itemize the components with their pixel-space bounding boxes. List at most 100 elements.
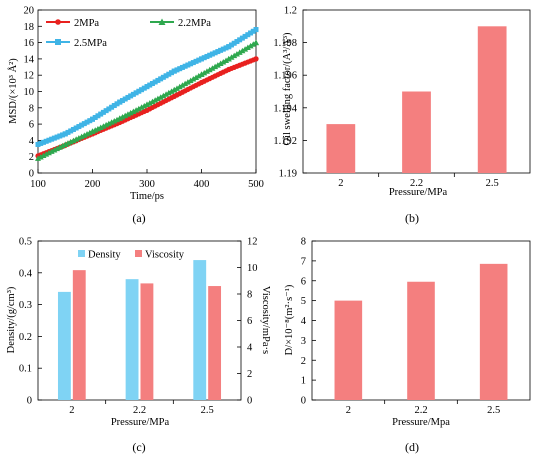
data-point-2.5MPa (174, 67, 180, 73)
bar-c-Viscosity-2 (72, 270, 86, 400)
x-tick-label-a: 200 (85, 179, 101, 190)
data-point-2.5MPa (207, 52, 213, 58)
data-point-2.5MPa (190, 60, 196, 66)
x-axis-label-b: Pressure/MPa (389, 187, 448, 198)
legend-marker-2.2MPa (158, 18, 166, 25)
data-point-2.2MPa (43, 151, 50, 157)
panel-label-b: (b) (405, 211, 419, 225)
y-tick-label-c: 0.4 (19, 268, 33, 279)
x-tick-label-d: 2.5 (487, 405, 500, 416)
y-tick-label-a: 10 (24, 87, 35, 98)
data-point-2.2MPa (250, 41, 257, 47)
data-point-2.2MPa (133, 107, 140, 113)
y-axis-label-c: Density/(g/cm³) (6, 286, 17, 353)
bar-d-2.2 (407, 281, 435, 400)
data-point-2.2MPa (214, 62, 221, 68)
y2-tick-label-c: 8 (247, 290, 252, 301)
y-axis-label-d: D/×10⁻⁸(m²·s⁻¹) (284, 284, 295, 355)
x-tick-label-a: 100 (30, 179, 46, 190)
data-point-2.5MPa (188, 61, 194, 67)
data-point-2.5MPa (133, 90, 139, 96)
y2-tick-label-c: 4 (247, 343, 253, 354)
data-point-2.5MPa (111, 103, 117, 109)
chart-panel-d: D/×10⁻⁸(m²·s⁻¹) Pressure/Mpa (d) 0 1 2 3 4 5 6… (284, 237, 531, 454)
data-point-2.5MPa (139, 87, 145, 93)
data-point-2.2MPa (124, 111, 131, 117)
y-tick-label-d: 7 (301, 256, 306, 267)
data-point-2.2MPa (231, 52, 238, 59)
panel-label-a: (a) (132, 211, 145, 225)
y-tick-label-a: 12 (24, 71, 35, 82)
data-point-2.5MPa (122, 96, 128, 102)
panel-label-c: (c) (132, 440, 145, 454)
data-point-2.5MPa (43, 138, 49, 144)
y-tick-label-a: 0 (29, 169, 34, 180)
data-point-2.5MPa (193, 58, 199, 64)
x-tick-label-a: 400 (194, 179, 210, 190)
data-point-2.5MPa (212, 50, 218, 56)
data-point-2.5MPa (144, 84, 150, 90)
data-point-2.2MPa (51, 147, 58, 153)
data-point-2.5MPa (35, 141, 41, 147)
data-point-2.2MPa (173, 85, 180, 91)
data-point-2.5MPa (242, 33, 248, 39)
data-point-2.2MPa (138, 104, 145, 110)
data-point-2.5MPa (201, 55, 207, 61)
data-point-2.5MPa (60, 132, 66, 138)
data-point-2.5MPa (215, 49, 221, 55)
data-point-2.2MPa (244, 44, 251, 50)
y-tick-label-c: 0 (27, 396, 32, 407)
data-point-2.5MPa (179, 64, 185, 70)
data-point-2.2MPa (152, 97, 159, 103)
data-point-2.5MPa (228, 42, 234, 48)
legend-label-2.5MPa: 2.5MPa (74, 38, 107, 49)
data-point-2.2MPa (247, 42, 254, 49)
data-point-2.2MPa (182, 80, 189, 87)
bar-c-Viscosity-2.5 (208, 286, 222, 400)
y-tick-label-b: 1.2 (284, 6, 297, 17)
data-point-2.5MPa (76, 124, 82, 130)
data-point-2.2MPa (116, 115, 123, 121)
data-point-2.5MPa (149, 81, 155, 87)
y-tick-label-b: 1.192 (273, 136, 297, 147)
data-point-2.5MPa (250, 28, 256, 34)
x-tick-label-c: 2.5 (201, 405, 214, 416)
data-point-2.2MPa (242, 46, 249, 52)
data-point-2.5MPa (130, 91, 136, 97)
data-point-2.5MPa (223, 45, 229, 51)
y-tick-label-b: 1.194 (273, 103, 297, 114)
y-tick-label-c: 0.5 (19, 237, 32, 248)
data-point-2.5MPa (49, 136, 55, 142)
data-point-2.5MPa (185, 62, 191, 68)
data-point-2.5MPa (81, 121, 87, 127)
data-point-2.5MPa (79, 122, 85, 128)
data-point-2.2MPa (187, 77, 194, 84)
x-tick-label-d: 2 (346, 405, 351, 416)
data-point-2.2MPa (184, 79, 191, 85)
data-point-2.5MPa (62, 131, 68, 137)
data-point-2.5MPa (237, 37, 243, 43)
y-axis-label-b: Oil swelling factor/(A³/A³) (282, 32, 293, 146)
data-point-2.2MPa (144, 101, 150, 108)
panel-label-d: (d) (405, 440, 419, 454)
y-tick-label-b: 1.196 (273, 71, 297, 82)
data-point-2.5MPa (38, 140, 44, 146)
data-point-2.2MPa (157, 94, 164, 100)
x-tick-label-d: 2.2 (414, 405, 427, 416)
data-point-2.5MPa (90, 116, 95, 122)
data-point-2.5MPa (171, 68, 177, 74)
x-axis-label-c: Pressure/MPa (111, 417, 170, 428)
data-point-2.5MPa (166, 71, 172, 77)
data-point-2.5MPa (87, 118, 93, 124)
y-tick-label-d: 3 (301, 336, 306, 347)
legend-label-Viscosity: Viscosity (145, 250, 185, 261)
bar-b-2.2 (402, 91, 431, 173)
y2-tick-label-c: 2 (247, 369, 252, 380)
data-point-2.5MPa (253, 27, 259, 33)
y-tick-label-b: 1.19 (279, 169, 297, 180)
data-point-2.2MPa (203, 68, 210, 74)
bar-c-Density-2 (57, 291, 71, 400)
x-tick-label-c: 2.2 (133, 405, 146, 416)
y2-tick-label-c: 0 (247, 396, 252, 407)
x-tick-label-c: 2 (69, 405, 74, 416)
